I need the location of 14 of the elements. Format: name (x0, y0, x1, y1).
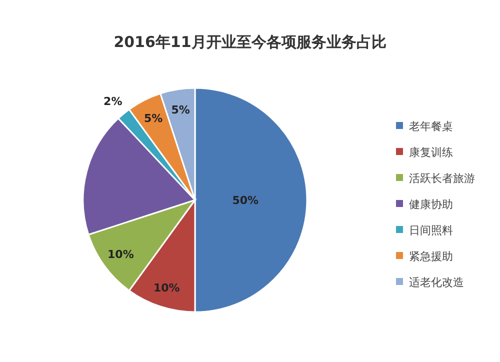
legend-label: 健康协助 (409, 198, 453, 211)
data-label: 5% (144, 112, 163, 126)
legend-label: 老年餐桌 (409, 120, 453, 133)
data-label: 50% (232, 194, 259, 207)
legend-label: 活跃长者旅游 (409, 172, 475, 185)
chart-title: 2016年11月开业至今各项服务业务占比 (114, 33, 386, 51)
legend-label: 日间照料 (409, 224, 453, 237)
legend-label: 紧急援助 (409, 250, 453, 263)
data-label: 2% (104, 94, 122, 108)
data-label: 10% (153, 281, 180, 294)
data-label: 10% (108, 248, 134, 261)
data-label: 5% (171, 103, 190, 116)
legend-label: 适老化改造 (409, 276, 464, 289)
legend-label: 康复训练 (409, 146, 453, 159)
